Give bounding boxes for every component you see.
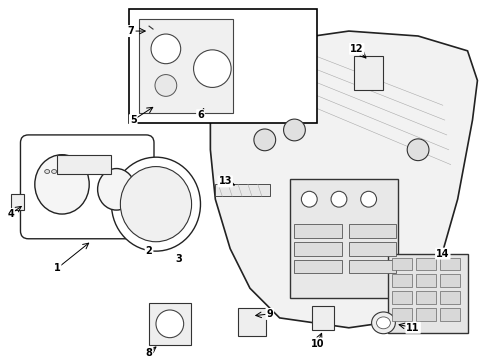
Ellipse shape xyxy=(360,191,376,207)
Bar xyxy=(294,242,341,256)
Text: 13: 13 xyxy=(218,176,231,186)
Text: 11: 11 xyxy=(406,323,419,333)
Bar xyxy=(11,194,24,210)
Ellipse shape xyxy=(98,168,135,210)
Bar xyxy=(57,155,111,175)
Bar xyxy=(289,179,398,298)
Bar xyxy=(129,9,317,123)
Bar xyxy=(139,19,233,113)
Bar xyxy=(149,303,190,345)
Text: 8: 8 xyxy=(145,347,152,357)
Bar xyxy=(348,224,395,238)
Ellipse shape xyxy=(35,155,89,214)
FancyBboxPatch shape xyxy=(20,135,154,239)
Bar xyxy=(439,274,459,287)
Ellipse shape xyxy=(407,139,428,161)
Bar xyxy=(439,308,459,321)
Text: 1: 1 xyxy=(54,264,61,274)
Text: 2: 2 xyxy=(145,246,152,256)
Ellipse shape xyxy=(155,75,176,96)
Text: 5: 5 xyxy=(130,115,136,125)
Bar xyxy=(353,56,383,90)
Bar xyxy=(294,260,341,273)
Ellipse shape xyxy=(151,34,181,64)
Bar xyxy=(391,291,411,304)
Bar xyxy=(312,306,333,330)
Ellipse shape xyxy=(193,50,231,87)
Bar xyxy=(391,257,411,270)
Bar xyxy=(439,257,459,270)
Bar xyxy=(348,260,395,273)
Bar xyxy=(348,242,395,256)
Bar xyxy=(415,274,435,287)
Bar xyxy=(215,184,269,196)
Text: 14: 14 xyxy=(435,249,448,258)
Bar xyxy=(391,308,411,321)
Bar xyxy=(387,253,467,333)
Ellipse shape xyxy=(283,119,305,141)
Bar xyxy=(391,274,411,287)
Bar xyxy=(415,308,435,321)
Bar xyxy=(294,224,341,238)
Ellipse shape xyxy=(120,167,191,242)
Ellipse shape xyxy=(253,129,275,151)
Bar xyxy=(238,308,265,336)
Text: 12: 12 xyxy=(349,44,363,54)
Ellipse shape xyxy=(301,191,317,207)
Text: 9: 9 xyxy=(266,309,272,319)
Bar xyxy=(415,257,435,270)
Bar xyxy=(439,291,459,304)
Text: 10: 10 xyxy=(310,339,323,348)
Text: 6: 6 xyxy=(197,110,203,120)
Ellipse shape xyxy=(156,310,183,338)
Bar xyxy=(415,291,435,304)
Text: 7: 7 xyxy=(128,26,134,36)
Ellipse shape xyxy=(376,317,389,329)
Ellipse shape xyxy=(52,170,57,174)
Ellipse shape xyxy=(111,157,200,251)
Ellipse shape xyxy=(371,312,394,334)
Text: 4: 4 xyxy=(7,209,14,219)
Ellipse shape xyxy=(44,170,50,174)
Ellipse shape xyxy=(151,26,161,36)
Ellipse shape xyxy=(330,191,346,207)
Polygon shape xyxy=(210,31,476,328)
Text: 3: 3 xyxy=(175,253,182,264)
